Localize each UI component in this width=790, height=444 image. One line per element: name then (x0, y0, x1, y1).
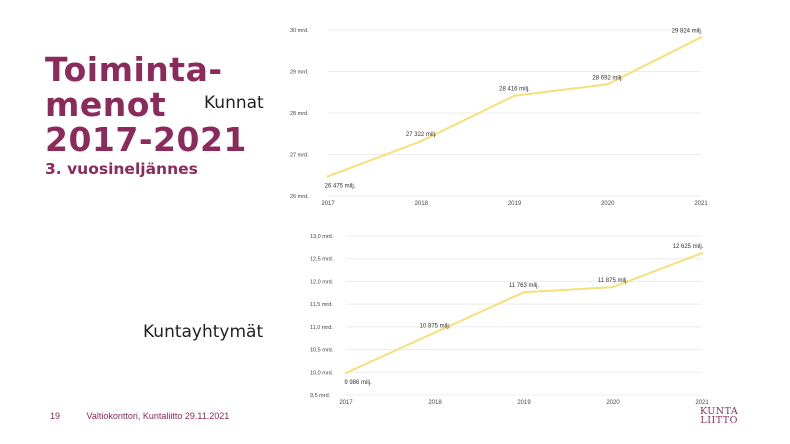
kunnat-data-point (420, 139, 423, 143)
kuntayhtymat-series-line (345, 252, 703, 374)
logo-line-1: KUNTA (700, 406, 739, 417)
kuntayhtymat-y-tick-label: 12,5 mrd. (310, 257, 334, 263)
kunnat-data-point (606, 83, 609, 86)
logo-line-2: LIITTO (700, 415, 738, 426)
kuntayhtymat-y-tick-label: 10,0 mrd. (310, 370, 334, 376)
kunnat-x-tick-label: 2019 (508, 201, 522, 207)
title-line-2: menot (45, 85, 167, 124)
kuntayhtymat-data-point (522, 290, 526, 294)
kunnat-data-point (699, 36, 703, 39)
chart-title-kuntayhtymat: Kuntayhtymät (143, 322, 264, 342)
chart-kunnat: 26 mrd. 27 mrd. 28 mrd. 29 mrd. 30 mrd. 2017 2… (290, 28, 708, 207)
title-line-3: 2017-2021 (45, 120, 247, 159)
kuntayhtymat-y-tick-label: 12,0 mrd. (310, 279, 334, 285)
kuntaliitto-logo: KUNTA LIITTO (700, 406, 739, 426)
kuntayhtymat-x-tick-label: 2017 (339, 400, 353, 406)
kuntayhtymat-data-label: 11 875 milj. (598, 278, 629, 284)
title-line-1: Toiminta- (45, 50, 223, 89)
kuntayhtymat-x-tick-label: 2020 (606, 400, 620, 406)
kuntayhtymat-data-label: 12 625 milj. (673, 244, 704, 250)
kuntayhtymat-y-tick-label: 11,5 mrd. (310, 302, 333, 308)
slide-title: Toiminta- menot 2017-2021 (45, 52, 247, 157)
slide-subtitle: 3. vuosineljännes (45, 160, 198, 178)
kuntayhtymat-data-point (433, 331, 437, 334)
kunnat-data-label: 28 692 milj. (592, 75, 623, 81)
kunnat-data-point (326, 175, 330, 178)
kunnat-data-point (513, 94, 516, 97)
kunnat-series-line (327, 36, 702, 178)
kunnat-y-tick-label: 29 mrd. (290, 70, 309, 76)
chart-kuntayhtymat: 9,5 mrd. 10,0 mrd. 10,5 mrd. 11,0 mrd. 11,5 … (310, 234, 709, 406)
kuntayhtymat-y-tick-label: 10,5 mrd. (310, 348, 334, 354)
kunnat-y-tick-label: 28 mrd. (290, 111, 309, 117)
kunnat-y-tick-label: 26 mrd. (290, 194, 309, 200)
kunnat-data-label: 26 475 milj. (325, 183, 356, 189)
kuntayhtymat-x-tick-label: 2019 (517, 400, 531, 406)
kuntayhtymat-x-tick-label: 2018 (428, 400, 442, 406)
kuntayhtymat-data-label: 9 986 milj. (344, 380, 372, 386)
footer-source: Valtiokonttori, Kuntaliitto 29.11.2021 (86, 411, 230, 421)
kuntayhtymat-data-label: 11 763 milj. (509, 283, 540, 289)
kuntayhtymat-y-tick-label: 11,0 mrd. (310, 325, 333, 331)
kuntayhtymat-y-tick-label: 13,0 mrd. (310, 234, 334, 240)
kuntayhtymat-data-label: 10 875 milj. (420, 324, 451, 330)
kuntayhtymat-x-tick-label: 2021 (695, 400, 709, 406)
kunnat-y-tick-label: 27 mrd. (290, 153, 309, 159)
footer: 19 Valtiokonttori, Kuntaliitto 29.11.202… (50, 411, 229, 421)
kuntayhtymat-data-point (344, 371, 348, 375)
page-number: 19 (50, 411, 61, 421)
kunnat-x-tick-label: 2017 (321, 201, 335, 207)
kunnat-x-tick-label: 2018 (415, 201, 429, 207)
kuntayhtymat-data-point (611, 285, 615, 289)
kuntayhtymat-y-tick-label: 9,5 mrd. (310, 393, 331, 399)
kunnat-y-tick-label: 30 mrd. (290, 28, 309, 34)
kunnat-data-label: 28 416 milj. (499, 87, 530, 93)
kunnat-x-tick-label: 2020 (601, 201, 615, 207)
kuntayhtymat-data-point (700, 251, 704, 255)
kunnat-data-label: 29 824 milj. (672, 28, 703, 34)
chart-title-kunnat: Kunnat (204, 93, 264, 113)
kunnat-data-label: 27 322 milj. (406, 132, 437, 138)
kunnat-x-tick-label: 2021 (694, 201, 708, 207)
